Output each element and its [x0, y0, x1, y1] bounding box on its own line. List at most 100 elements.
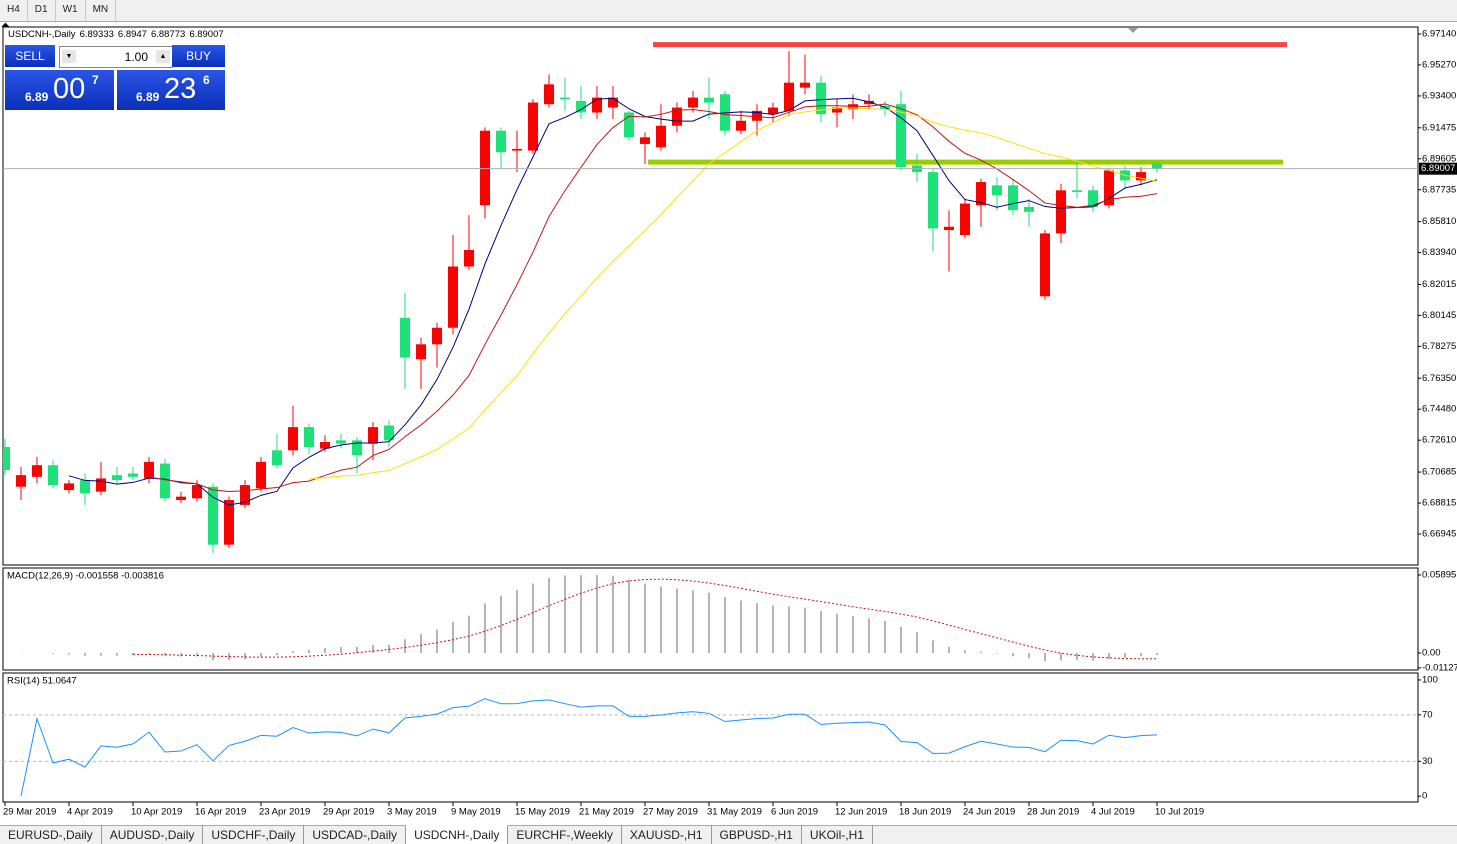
x-tick-label: 18 Jun 2019	[899, 807, 951, 818]
quote-pips: 00	[53, 73, 86, 105]
symbol-tab[interactable]: XAUUSD-,H1	[622, 826, 712, 844]
candle-body	[480, 130, 490, 206]
macd-title: MACD(12,26,9) -0.001558 -0.003816	[7, 571, 164, 582]
period-button[interactable]: D1	[28, 0, 56, 21]
y-tick-label: 6.82015	[1422, 279, 1456, 290]
period-button[interactable]: W1	[56, 0, 86, 21]
candle-body	[448, 266, 458, 328]
y-tick-label: 6.95270	[1422, 59, 1456, 70]
y-tick-label: 6.80145	[1422, 310, 1456, 321]
candle-body	[704, 97, 714, 103]
symbol-tab[interactable]: USDCNH-,Daily	[406, 825, 509, 844]
candle-body	[112, 475, 122, 481]
trade-panel: SELL ▼ 1.00 ▲ BUY 6.89 00 7 6.89 23 6	[5, 45, 225, 111]
candle-body	[672, 107, 682, 126]
current-price-label: 6.89007	[1421, 163, 1455, 174]
y-tick-label: 6.72610	[1422, 435, 1456, 446]
buy-button[interactable]: BUY	[172, 45, 225, 67]
y-tick-label: 6.78275	[1422, 341, 1456, 352]
ohlc-value: 6.8947	[118, 29, 147, 40]
candle-body	[640, 137, 650, 144]
ma-line	[68, 97, 1158, 506]
candle-body	[832, 107, 842, 113]
lot-field[interactable]: ▼ 1.00 ▲	[59, 46, 173, 68]
candle-body	[432, 327, 442, 345]
x-tick-label: 29 Mar 2019	[3, 807, 56, 818]
y-tick-label: 0	[1422, 791, 1427, 802]
candle-body	[1104, 170, 1114, 206]
sell-button[interactable]: SELL	[5, 45, 55, 67]
header-icon	[1, 22, 10, 27]
candle-body	[288, 427, 298, 451]
x-tick-label: 15 May 2019	[515, 807, 570, 818]
candle-body	[368, 427, 378, 444]
symbol-tab[interactable]: EURUSD-,Daily	[0, 826, 102, 844]
y-tick-label: 6.87735	[1422, 184, 1456, 195]
candle-body	[560, 97, 570, 100]
candle-body	[800, 82, 810, 88]
candle-body	[688, 97, 698, 108]
quote-big: 6.89	[136, 90, 160, 104]
candle-body	[752, 110, 762, 121]
symbol: USDCNH-,Daily	[8, 29, 76, 40]
symbol-tab[interactable]: USDCAD-,Daily	[304, 826, 407, 844]
current-price-box	[1419, 162, 1457, 175]
x-tick-label: 21 May 2019	[579, 807, 634, 818]
chart-header: USDCNH-,Daily 6.89333 6.8947 6.88773 6.89007	[8, 29, 224, 40]
candle-body	[944, 226, 954, 231]
x-tick-label: 28 Jun 2019	[1027, 807, 1079, 818]
candle-body	[992, 185, 1002, 196]
spin-up[interactable]: ▲	[156, 50, 170, 63]
candle-body	[576, 100, 586, 113]
x-tick-label: 23 Apr 2019	[259, 807, 310, 818]
shift-marker	[1128, 28, 1138, 33]
candle-body	[240, 485, 250, 505]
quote-pips: 23	[164, 73, 197, 105]
lot-value: 1.00	[124, 50, 148, 64]
candle-body	[352, 440, 362, 456]
period-button[interactable]: H4	[0, 0, 28, 21]
y-tick-label: 100	[1422, 674, 1438, 685]
candle-body	[160, 463, 170, 499]
candle-body	[512, 148, 522, 151]
spin-down[interactable]: ▼	[62, 50, 76, 63]
candle-body	[176, 496, 186, 500]
x-tick-label: 10 Jul 2019	[1155, 807, 1204, 818]
candle-body	[3, 446, 10, 471]
period-button[interactable]: MN	[86, 0, 117, 21]
candle-body	[960, 203, 970, 236]
symbol-tab[interactable]: AUDUSD-,Daily	[102, 826, 204, 844]
sell-quote[interactable]: 6.89 00 7	[5, 70, 114, 110]
y-tick-label: 6.68815	[1422, 498, 1456, 509]
candle-body	[1008, 185, 1018, 211]
symbol-tab[interactable]: USDCHF-,Daily	[203, 826, 305, 844]
symbol-tab[interactable]: GBPUSD-,H1	[712, 826, 802, 844]
candle-body	[192, 485, 202, 499]
candle-body	[336, 440, 346, 444]
y-tick-label: 6.76350	[1422, 373, 1456, 384]
candle-body	[976, 182, 986, 206]
candle-body	[416, 344, 426, 360]
panel-frame	[2, 26, 1419, 566]
quote-big: 6.89	[25, 90, 49, 104]
symbol-tab[interactable]: UKOil-,H1	[802, 826, 873, 844]
y-tick-label: 6.93400	[1422, 90, 1456, 101]
candle-body	[400, 317, 410, 358]
y-tick-label: 6.91475	[1422, 122, 1456, 133]
symbol-tab[interactable]: EURCHF-,Weekly	[508, 826, 622, 844]
candle-body	[528, 102, 538, 151]
y-tick-label: 0.05895	[1422, 570, 1456, 581]
buy-quote[interactable]: 6.89 23 6	[117, 70, 225, 110]
candle-body	[224, 499, 234, 545]
ma-line	[308, 107, 1158, 480]
candle-body	[16, 475, 26, 487]
candle-body	[256, 461, 266, 489]
candle-body	[1088, 190, 1098, 207]
candle-body	[272, 450, 282, 466]
candle-body	[80, 480, 90, 494]
candle-body	[1024, 206, 1034, 212]
candle-body	[864, 100, 874, 105]
panel-frame	[2, 567, 1419, 671]
